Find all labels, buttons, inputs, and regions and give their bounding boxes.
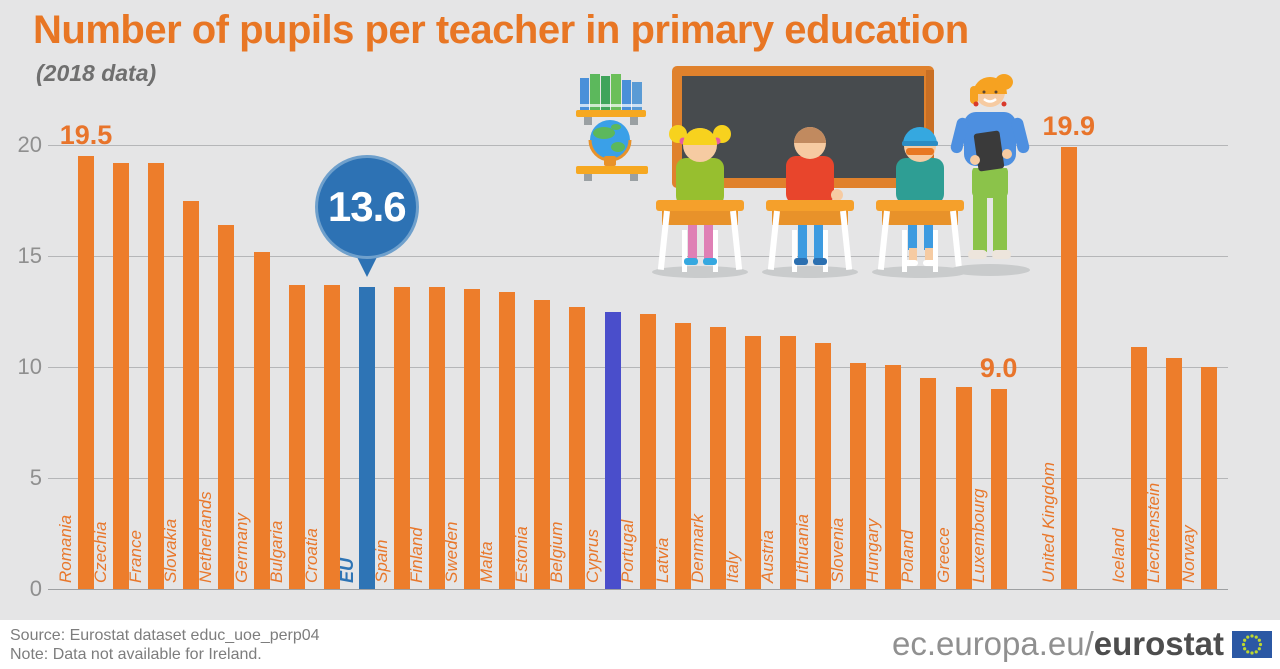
bookshelf-icon — [576, 74, 646, 125]
bar-label-belgium: Belgium — [547, 521, 567, 583]
bar-belgium — [569, 307, 586, 589]
y-axis-tick-label: 5 — [29, 465, 42, 490]
eu-callout-balloon: 13.6 — [314, 155, 419, 260]
bar-label-norway: Norway — [1179, 525, 1199, 583]
bar-label-austria: Austria — [758, 530, 777, 583]
bar-iceland — [1131, 347, 1147, 589]
bar-slovenia — [850, 362, 867, 589]
globe-icon — [576, 120, 648, 181]
gridline-0 — [48, 589, 1228, 590]
pupil-boy-icon — [762, 127, 858, 278]
bar-label-sweden: Sweden — [442, 521, 462, 583]
bar-label-france: France — [126, 530, 146, 583]
footer: Source: Eurostat dataset educ_uoe_perp04… — [0, 620, 1280, 669]
bar-label-bulgaria: Bulgaria — [266, 520, 286, 583]
bar-label-czechia: Czechia — [91, 521, 111, 583]
bar-label-liechtenstein: Liechtenstein — [1144, 482, 1164, 583]
bar-label-denmark: Denmark — [687, 514, 707, 583]
bar-label-cyprus: Cyprus — [582, 529, 602, 583]
bar-estonia — [534, 300, 551, 589]
bar-cyprus — [604, 311, 621, 589]
bar-poland — [920, 378, 937, 589]
y-axis-tick-label: 0 — [29, 576, 42, 601]
pupil-girl-icon — [652, 125, 748, 278]
gridline-15 — [48, 256, 1228, 257]
bar-luxembourg — [990, 389, 1007, 589]
bar-austria — [780, 335, 796, 589]
bar-netherlands — [218, 224, 235, 589]
bar-label-hungary: Hungary — [863, 518, 883, 583]
value-label-luxembourg: 9.0 — [979, 353, 1018, 384]
page-title: Number of pupils per teacher in primary … — [33, 8, 969, 52]
bar-norway — [1201, 367, 1218, 589]
eu-flag-icon — [1232, 630, 1272, 658]
bar-label-portugal: Portugal — [617, 519, 637, 583]
bar-label-eu: EU — [336, 557, 357, 583]
bar-label-netherlands: Netherlands — [196, 491, 216, 583]
bar-united-kingdom — [1060, 147, 1077, 589]
bar-france — [148, 162, 165, 589]
bar-label-united-kingdom: United Kingdom — [1038, 462, 1058, 583]
bar-label-slovenia: Slovenia — [828, 517, 848, 583]
brand-url-prefix: ec.europa.eu/ — [891, 625, 1094, 662]
bar-croatia — [323, 284, 340, 589]
availability-note: Note: Data not available for Ireland. — [10, 646, 262, 663]
value-label-romania: 19.5 — [59, 120, 113, 151]
bar-greece — [955, 386, 972, 589]
y-axis-tick-label: 15 — [17, 243, 42, 268]
gridline-10 — [48, 367, 1228, 368]
bar-liechtenstein — [1166, 358, 1183, 589]
bar-label-greece: Greece — [933, 527, 953, 583]
footer-notes: Source: Eurostat dataset educ_uoe_perp04… — [10, 626, 320, 664]
bar-latvia — [674, 322, 691, 589]
source-note: Source: Eurostat dataset educ_uoe_perp04 — [10, 627, 320, 644]
gridline-5 — [48, 478, 1228, 479]
bar-label-latvia: Latvia — [652, 537, 672, 583]
bar-label-spain: Spain — [371, 539, 391, 583]
bar-label-poland: Poland — [898, 530, 918, 583]
bar-label-estonia: Estonia — [512, 526, 532, 583]
bar-label-lithuania: Lithuania — [793, 513, 813, 583]
classroom-illustration-icon — [576, 66, 1030, 278]
bar-label-malta: Malta — [477, 541, 497, 583]
bar-label-italy: Italy — [722, 551, 742, 583]
bar-slovakia — [183, 200, 200, 589]
value-label-united-kingdom: 19.9 — [1042, 111, 1096, 142]
chart-canvas: Number of pupils per teacher in primary … — [17, 8, 1228, 601]
bar-label-slovakia: Slovakia — [161, 518, 181, 583]
bar-italy — [744, 335, 761, 589]
bar-denmark — [709, 327, 726, 589]
eurostat-brand: ec.europa.eu/ eurostat — [892, 625, 1272, 663]
bar-bulgaria — [288, 284, 305, 589]
bar-sweden — [464, 289, 481, 589]
bar-label-germany: Germany — [231, 513, 251, 583]
bar-label-iceland: Iceland — [1109, 528, 1128, 583]
bar-label-croatia: Croatia — [301, 528, 321, 583]
y-axis-tick-label: 20 — [17, 132, 42, 157]
bar-eu — [358, 287, 375, 589]
bar-germany — [253, 251, 270, 589]
bar-finland — [429, 287, 445, 589]
bar-portugal — [639, 313, 656, 589]
page-subtitle: (2018 data) — [36, 60, 157, 86]
bar-hungary — [885, 364, 902, 589]
y-axis-tick-label: 10 — [17, 354, 42, 379]
bar-lithuania — [815, 342, 832, 589]
bar-label-finland: Finland — [407, 527, 426, 583]
bar-spain — [393, 287, 410, 589]
brand-eurostat-label: eurostat — [1093, 625, 1224, 662]
bar-czechia — [113, 162, 130, 589]
bar-label-romania: Romania — [56, 514, 75, 583]
bar-label-luxembourg: Luxembourg — [968, 488, 988, 583]
bar-malta — [499, 291, 516, 589]
bar-romania — [78, 156, 94, 589]
pupil-cap-icon — [872, 127, 968, 278]
teacher-icon — [950, 74, 1030, 276]
gridline-20 — [48, 145, 1228, 146]
eu-callout-value: 13.6 — [327, 183, 407, 231]
